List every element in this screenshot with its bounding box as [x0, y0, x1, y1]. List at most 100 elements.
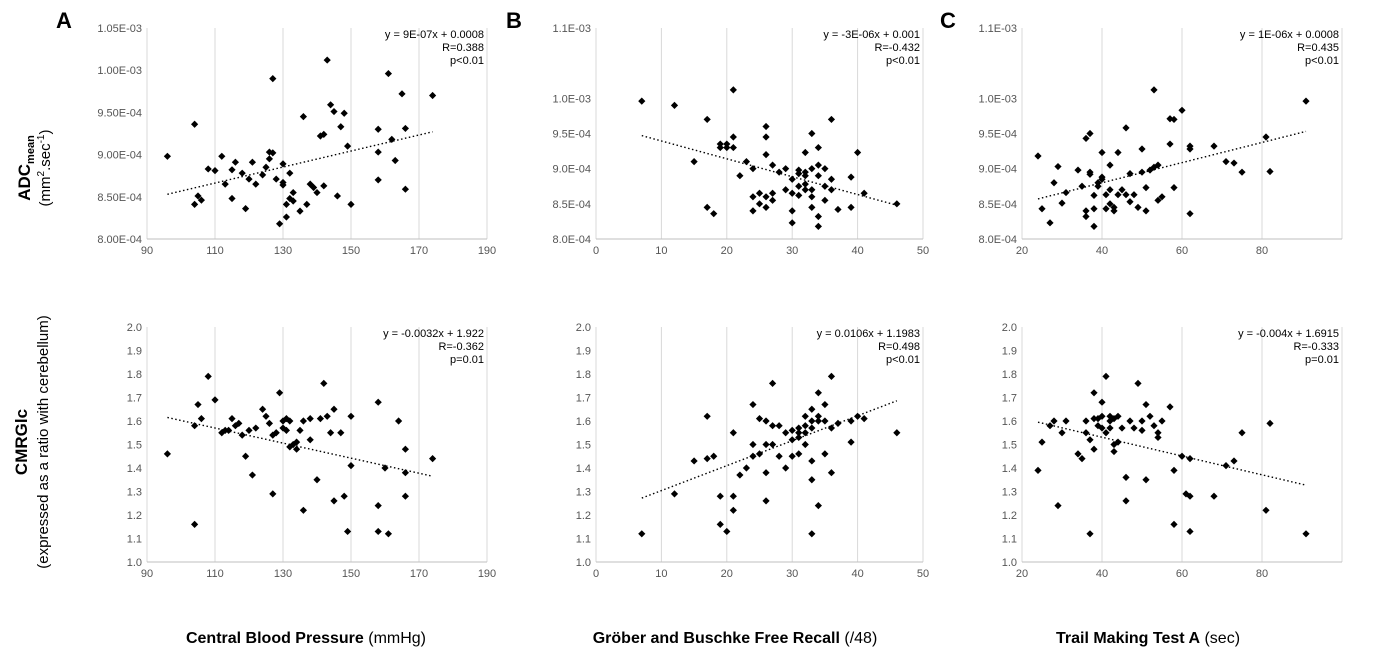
data-point [1262, 133, 1270, 141]
data-point [808, 203, 816, 211]
data-point [374, 176, 382, 184]
data-point [265, 148, 273, 156]
x-tick-label: 30 [786, 245, 798, 257]
data-point [703, 203, 711, 211]
data-point [245, 426, 253, 434]
data-point [749, 440, 757, 449]
regression-annotation: R=0.498 [878, 341, 920, 353]
y-tick-label: 1.1 [576, 534, 591, 546]
data-point [1082, 207, 1090, 215]
regression-annotation: R=-0.432 [874, 42, 920, 54]
regression-annotation: y = 9E-07x + 0.0008 [385, 29, 484, 41]
data-point [827, 372, 836, 380]
x-tick-label: 170 [410, 568, 428, 580]
data-point [795, 169, 803, 178]
data-point [1058, 429, 1066, 437]
data-point [768, 189, 777, 197]
data-point [716, 140, 724, 148]
data-point [293, 445, 301, 453]
row-label-top: ADCmean (mm2.sec-1) [15, 130, 54, 207]
data-point [762, 203, 770, 211]
data-point [401, 469, 409, 477]
data-point [330, 497, 338, 505]
col-label-c-unit: (sec) [1200, 630, 1240, 647]
regression-annotation: y = 1E-06x + 0.0008 [1240, 29, 1339, 41]
data-point [1230, 159, 1238, 167]
svg-text:(mm2.sec-1): (mm2.sec-1) [36, 130, 54, 207]
data-point [1210, 142, 1218, 150]
data-point [814, 161, 822, 169]
data-point [801, 422, 809, 430]
data-point [1102, 429, 1110, 437]
data-point [847, 173, 855, 181]
data-point [1114, 148, 1122, 157]
data-point [788, 175, 796, 183]
regression-annotation: p=0.01 [450, 354, 484, 366]
y-tick-label: 1.1 [127, 534, 142, 546]
data-point [1126, 169, 1134, 178]
data-point [429, 455, 437, 463]
x-tick-label: 0 [593, 568, 599, 580]
y-tick-label: 1.0 [127, 557, 142, 569]
data-point [1062, 188, 1070, 197]
data-point [1238, 429, 1246, 437]
data-point [827, 186, 836, 194]
data-point [1082, 134, 1090, 143]
data-point [729, 86, 737, 94]
data-point [795, 450, 803, 458]
data-point [1058, 199, 1066, 207]
data-point [795, 433, 803, 442]
data-point [1090, 191, 1098, 199]
data-point [1074, 166, 1082, 174]
data-point [293, 438, 301, 446]
svg-text:ADCmean: ADCmean [15, 135, 37, 201]
col-label-c: Trail Making Test A (sec) [1056, 630, 1240, 647]
data-point [893, 429, 901, 437]
data-point [795, 429, 803, 437]
data-point [742, 464, 751, 472]
regression-annotation: p=0.01 [1305, 354, 1339, 366]
data-point [1170, 115, 1178, 124]
data-point [1078, 182, 1086, 190]
data-point [729, 133, 737, 141]
data-point [286, 194, 294, 203]
data-point [296, 207, 304, 215]
x-tick-label: 80 [1256, 568, 1268, 580]
data-point [316, 132, 324, 140]
data-point [1302, 97, 1310, 105]
data-point [228, 194, 236, 203]
x-tick-label: 130 [274, 245, 292, 257]
data-point [854, 148, 862, 157]
y-tick-label: 9.5E-04 [552, 129, 591, 141]
data-point [1138, 426, 1146, 434]
data-point [269, 149, 277, 157]
data-point [1142, 476, 1150, 484]
regression-annotation: R=0.435 [1297, 42, 1339, 54]
y-tick-label: 8.5E-04 [552, 199, 591, 211]
y-tick-label: 1.2 [576, 510, 591, 522]
y-tick-label: 1.5 [127, 440, 142, 452]
data-point [282, 200, 290, 208]
data-point [775, 422, 783, 430]
data-point [827, 424, 836, 432]
data-point [221, 180, 229, 188]
data-point [204, 165, 212, 173]
x-tick-label: 60 [1176, 568, 1188, 580]
data-point [755, 415, 764, 423]
data-point [245, 175, 253, 183]
data-point [1098, 148, 1106, 157]
data-point [299, 417, 307, 425]
data-point [723, 143, 731, 152]
data-point [782, 165, 790, 173]
data-point [1090, 205, 1098, 213]
data-point [1078, 455, 1086, 463]
data-point [374, 398, 382, 406]
data-point [289, 197, 297, 205]
data-point [262, 412, 270, 420]
data-point [1050, 179, 1058, 187]
chart-a-cmrglc-vs-blood-pressure: 90 110 130 150 170 190 1.0 1.1 1.2 1.3 1.4 1.5 1.6 1.… [127, 322, 496, 580]
data-point [1098, 398, 1106, 406]
data-point [1086, 436, 1094, 444]
data-point [1266, 167, 1274, 176]
data-point [235, 419, 243, 427]
